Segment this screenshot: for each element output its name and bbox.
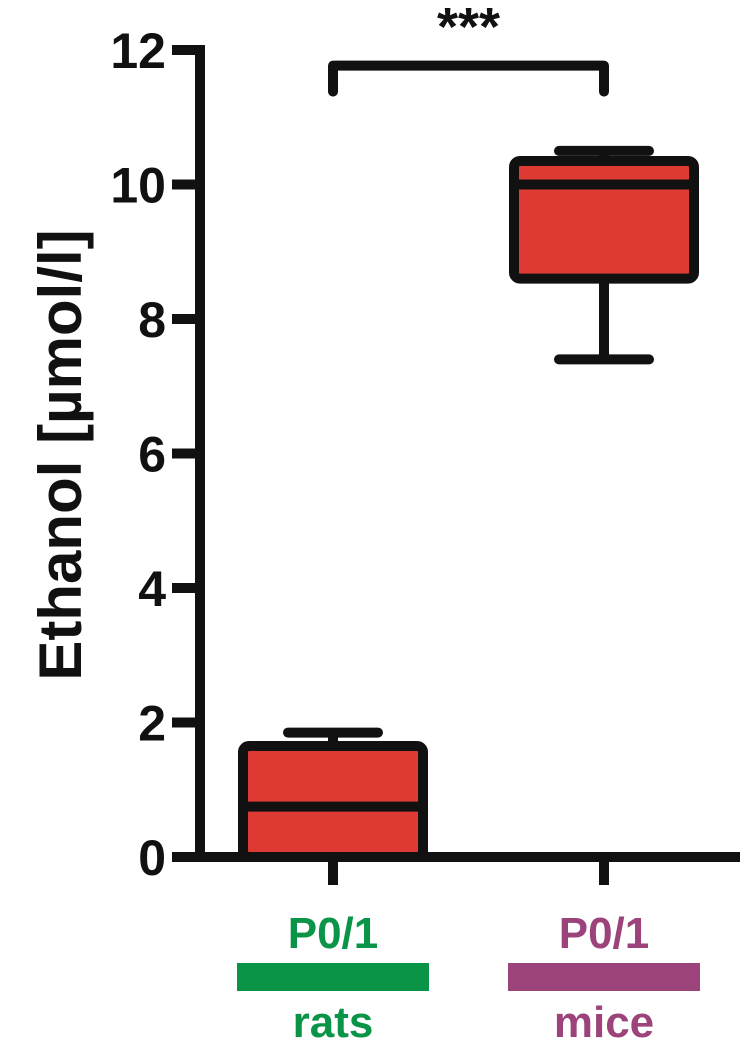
y-ticks: 0 2 4 6 8 10 12 — [110, 23, 200, 886]
y-tick-label: 10 — [110, 158, 166, 214]
y-tick-label: 2 — [138, 696, 166, 752]
significance-bracket-line — [328, 60, 609, 97]
category-color-bar — [237, 963, 429, 991]
box-group-rats — [238, 727, 428, 885]
category-color-bar — [508, 963, 700, 991]
category-bottom-label: rats — [293, 998, 374, 1047]
y-axis-title: Ethanol [µmol/l] — [27, 229, 94, 680]
y-tick-label: 6 — [138, 427, 166, 483]
y-tick-label: 0 — [138, 830, 166, 886]
significance-bracket: *** — [328, 0, 609, 97]
boxes — [238, 145, 699, 885]
box — [238, 741, 428, 862]
y-tick-label: 8 — [138, 292, 166, 348]
x-category-labels: P0/1 rats P0/1 mice — [237, 909, 700, 1047]
box-group-mice — [509, 145, 699, 885]
y-tick-label: 4 — [138, 561, 166, 617]
category-bottom-label: mice — [554, 998, 654, 1047]
category-top-label: P0/1 — [559, 909, 650, 958]
significance-stars: *** — [437, 0, 500, 57]
y-tick-label: 12 — [110, 23, 166, 79]
box — [509, 155, 699, 284]
category-top-label: P0/1 — [288, 909, 379, 958]
